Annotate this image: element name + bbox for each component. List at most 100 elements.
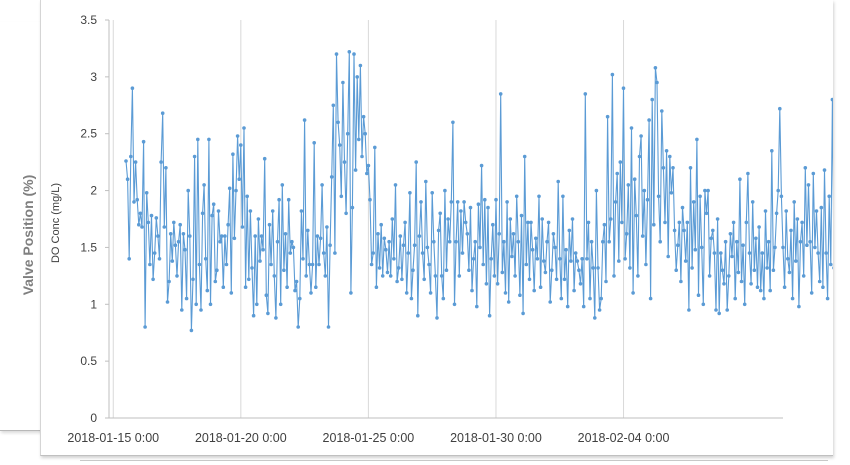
data-point — [770, 149, 774, 153]
data-point — [583, 92, 588, 96]
data-point — [816, 251, 820, 255]
data-point — [205, 288, 210, 293]
data-point — [411, 268, 415, 273]
data-point — [746, 171, 750, 176]
data-point — [323, 274, 328, 278]
data-point — [385, 270, 390, 275]
data-point — [701, 302, 706, 307]
data-point — [615, 171, 619, 176]
data-point — [388, 274, 393, 278]
data-point — [216, 209, 221, 213]
data-point — [565, 304, 570, 309]
data-point — [827, 194, 831, 199]
data-point — [636, 274, 640, 278]
background-chart-y-axis-label: Valve Position (%) — [20, 174, 36, 296]
y-tick-label: 1.5 — [80, 240, 97, 254]
data-point — [822, 168, 827, 172]
data-point — [773, 245, 777, 250]
data-point — [455, 200, 460, 204]
data-point — [141, 139, 146, 144]
data-point — [709, 236, 713, 241]
data-point — [677, 220, 682, 225]
data-point — [449, 200, 454, 204]
data-point — [513, 274, 517, 278]
data-point — [419, 200, 423, 204]
data-point — [631, 291, 635, 295]
data-point — [663, 220, 667, 225]
data-point — [519, 213, 524, 218]
data-point — [336, 120, 340, 125]
data-point — [741, 243, 745, 247]
data-point — [160, 111, 165, 115]
data-point — [234, 188, 238, 193]
data-point — [306, 228, 310, 233]
data-point — [460, 251, 465, 255]
data-point — [180, 308, 184, 312]
data-point — [801, 274, 806, 278]
data-point — [486, 205, 490, 210]
data-point — [365, 171, 369, 176]
data-point — [371, 251, 376, 255]
data-point — [706, 188, 710, 193]
data-point — [175, 274, 179, 278]
data-point — [446, 217, 450, 221]
x-tick-label: 2018-01-25 0:00 — [323, 431, 415, 445]
data-point — [648, 296, 653, 301]
data-point — [653, 66, 658, 70]
data-point — [152, 251, 157, 255]
data-point — [283, 232, 288, 236]
y-tick-label: 2 — [90, 184, 97, 198]
data-point — [444, 268, 449, 273]
data-point — [337, 143, 342, 147]
data-point — [483, 197, 487, 202]
data-point — [612, 274, 616, 278]
panel-shadow-edge — [80, 457, 828, 461]
data-point — [518, 293, 522, 298]
data-point — [345, 131, 350, 136]
data-point — [754, 236, 758, 241]
data-point — [277, 197, 281, 202]
data-point — [132, 200, 136, 204]
data-point — [758, 288, 763, 293]
data-point — [817, 279, 822, 284]
data-point — [406, 251, 411, 255]
data-point — [798, 239, 803, 244]
data-point — [133, 160, 138, 164]
data-point — [639, 134, 643, 138]
data-point — [829, 262, 833, 267]
data-point — [459, 209, 463, 213]
data-point — [629, 126, 634, 130]
data-point — [682, 228, 686, 233]
data-point — [621, 86, 626, 90]
line-chart-svg: 00.511.522.533.5 2018-01-15 0:00 2018-01-… — [50, 13, 833, 445]
data-point — [596, 266, 600, 270]
data-point — [140, 225, 144, 229]
data-point — [591, 266, 595, 270]
data-point — [321, 251, 326, 255]
data-point — [599, 296, 603, 301]
data-point — [535, 257, 540, 261]
data-point — [634, 213, 639, 218]
data-point — [258, 259, 262, 263]
data-point — [387, 239, 391, 244]
gridlines — [112, 20, 625, 418]
data-point — [186, 188, 190, 193]
data-point — [559, 296, 564, 301]
data-point — [339, 194, 344, 199]
data-point — [725, 308, 729, 312]
data-point — [181, 232, 186, 236]
data-point — [762, 296, 766, 301]
data-point — [393, 183, 398, 187]
data-point — [298, 296, 302, 301]
data-point — [347, 50, 352, 54]
data-point — [218, 239, 222, 244]
data-point — [320, 183, 324, 187]
data-point — [735, 239, 739, 244]
data-point — [481, 262, 486, 267]
data-point — [585, 257, 589, 261]
data-point — [326, 325, 331, 329]
data-point — [143, 325, 147, 329]
data-point — [451, 120, 455, 125]
data-point — [301, 257, 305, 261]
data-point — [382, 236, 387, 241]
